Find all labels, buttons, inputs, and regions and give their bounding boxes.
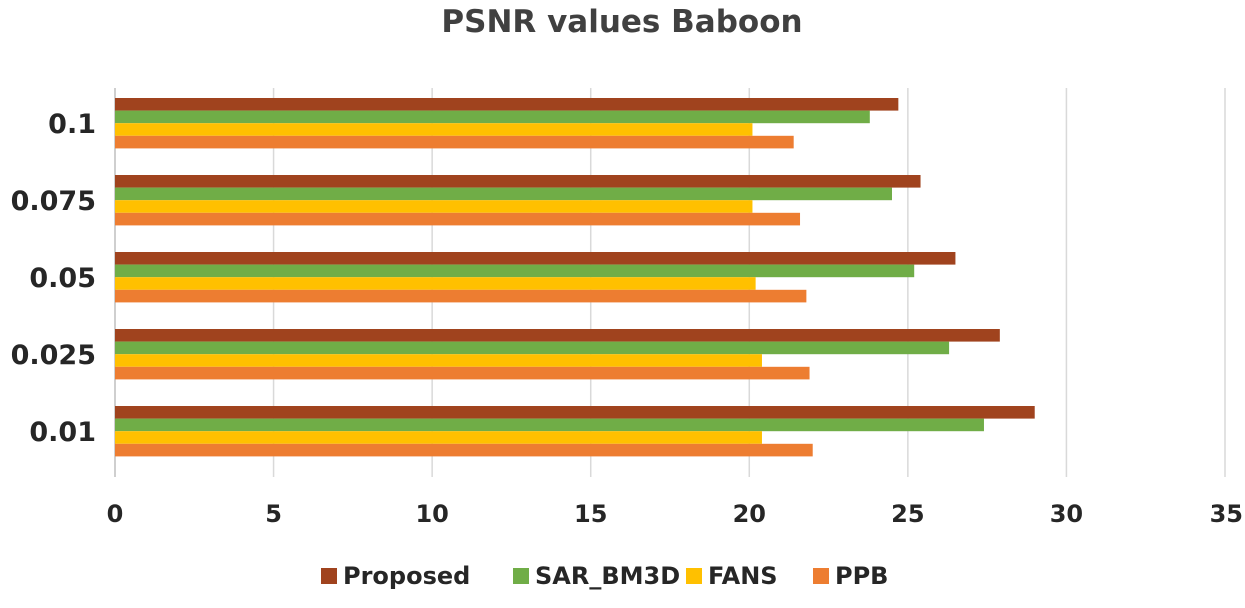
x-tick-label-0: 0 xyxy=(107,500,124,528)
legend-item-sar-bm3d: SAR_BM3D xyxy=(513,562,680,590)
legend-swatch-fans xyxy=(686,568,702,584)
legend-item-fans: FANS xyxy=(686,562,778,590)
bar-fans-0.075 xyxy=(115,200,753,213)
legend-label-proposed: Proposed xyxy=(343,562,470,590)
x-tick-label-20: 20 xyxy=(733,500,766,528)
legend-label-fans: FANS xyxy=(708,562,778,590)
bar-fans-0.025 xyxy=(115,354,762,367)
x-tick-labels: 0 5 10 15 20 25 30 35 xyxy=(107,500,1243,528)
x-tick-label-15: 15 xyxy=(574,500,607,528)
category-label-0.025: 0.025 xyxy=(11,340,96,371)
bar-ppb-0.075 xyxy=(115,212,801,226)
legend-item-proposed: Proposed xyxy=(321,562,470,590)
bar-proposed-0.1 xyxy=(115,98,899,111)
bar-proposed-0.01 xyxy=(115,406,1035,419)
legend-label-ppb: PPB xyxy=(835,562,888,590)
bar-fans-0.1 xyxy=(115,123,753,136)
category-label-0.1: 0.1 xyxy=(48,109,96,140)
x-tick-label-5: 5 xyxy=(265,500,282,528)
x-tick-label-25: 25 xyxy=(891,500,924,528)
legend-item-ppb: PPB xyxy=(813,562,888,590)
bar-ppb-0.025 xyxy=(115,366,810,380)
category-labels: 0.1 0.075 0.05 0.025 0.01 xyxy=(11,109,96,448)
bars xyxy=(115,98,1035,457)
legend-swatch-ppb xyxy=(813,568,829,584)
bar-ppb-0.1 xyxy=(115,135,794,149)
legend: Proposed SAR_BM3D FANS PPB xyxy=(321,562,888,590)
x-tick-label-10: 10 xyxy=(415,500,448,528)
bar-proposed-0.075 xyxy=(115,175,921,188)
legend-swatch-proposed xyxy=(321,568,337,584)
bar-sar-bm3d-0.05 xyxy=(115,264,915,278)
bar-proposed-0.05 xyxy=(115,252,956,265)
bar-sar-bm3d-0.1 xyxy=(115,110,870,124)
bar-ppb-0.01 xyxy=(115,443,813,457)
bar-sar-bm3d-0.01 xyxy=(115,418,984,432)
bar-proposed-0.025 xyxy=(115,329,1000,342)
x-tick-label-35: 35 xyxy=(1210,500,1243,528)
category-label-0.01: 0.01 xyxy=(29,417,96,448)
bar-sar-bm3d-0.025 xyxy=(115,341,950,355)
category-label-0.075: 0.075 xyxy=(11,186,96,217)
bar-fans-0.01 xyxy=(115,431,762,444)
bar-ppb-0.05 xyxy=(115,289,807,303)
legend-swatch-sar-bm3d xyxy=(513,568,529,584)
chart-title: PSNR values Baboon xyxy=(441,4,802,40)
x-tick-label-30: 30 xyxy=(1050,500,1083,528)
bar-fans-0.05 xyxy=(115,277,756,290)
bar-sar-bm3d-0.075 xyxy=(115,187,892,201)
category-label-0.05: 0.05 xyxy=(29,263,96,294)
legend-label-sar-bm3d: SAR_BM3D xyxy=(535,562,680,590)
